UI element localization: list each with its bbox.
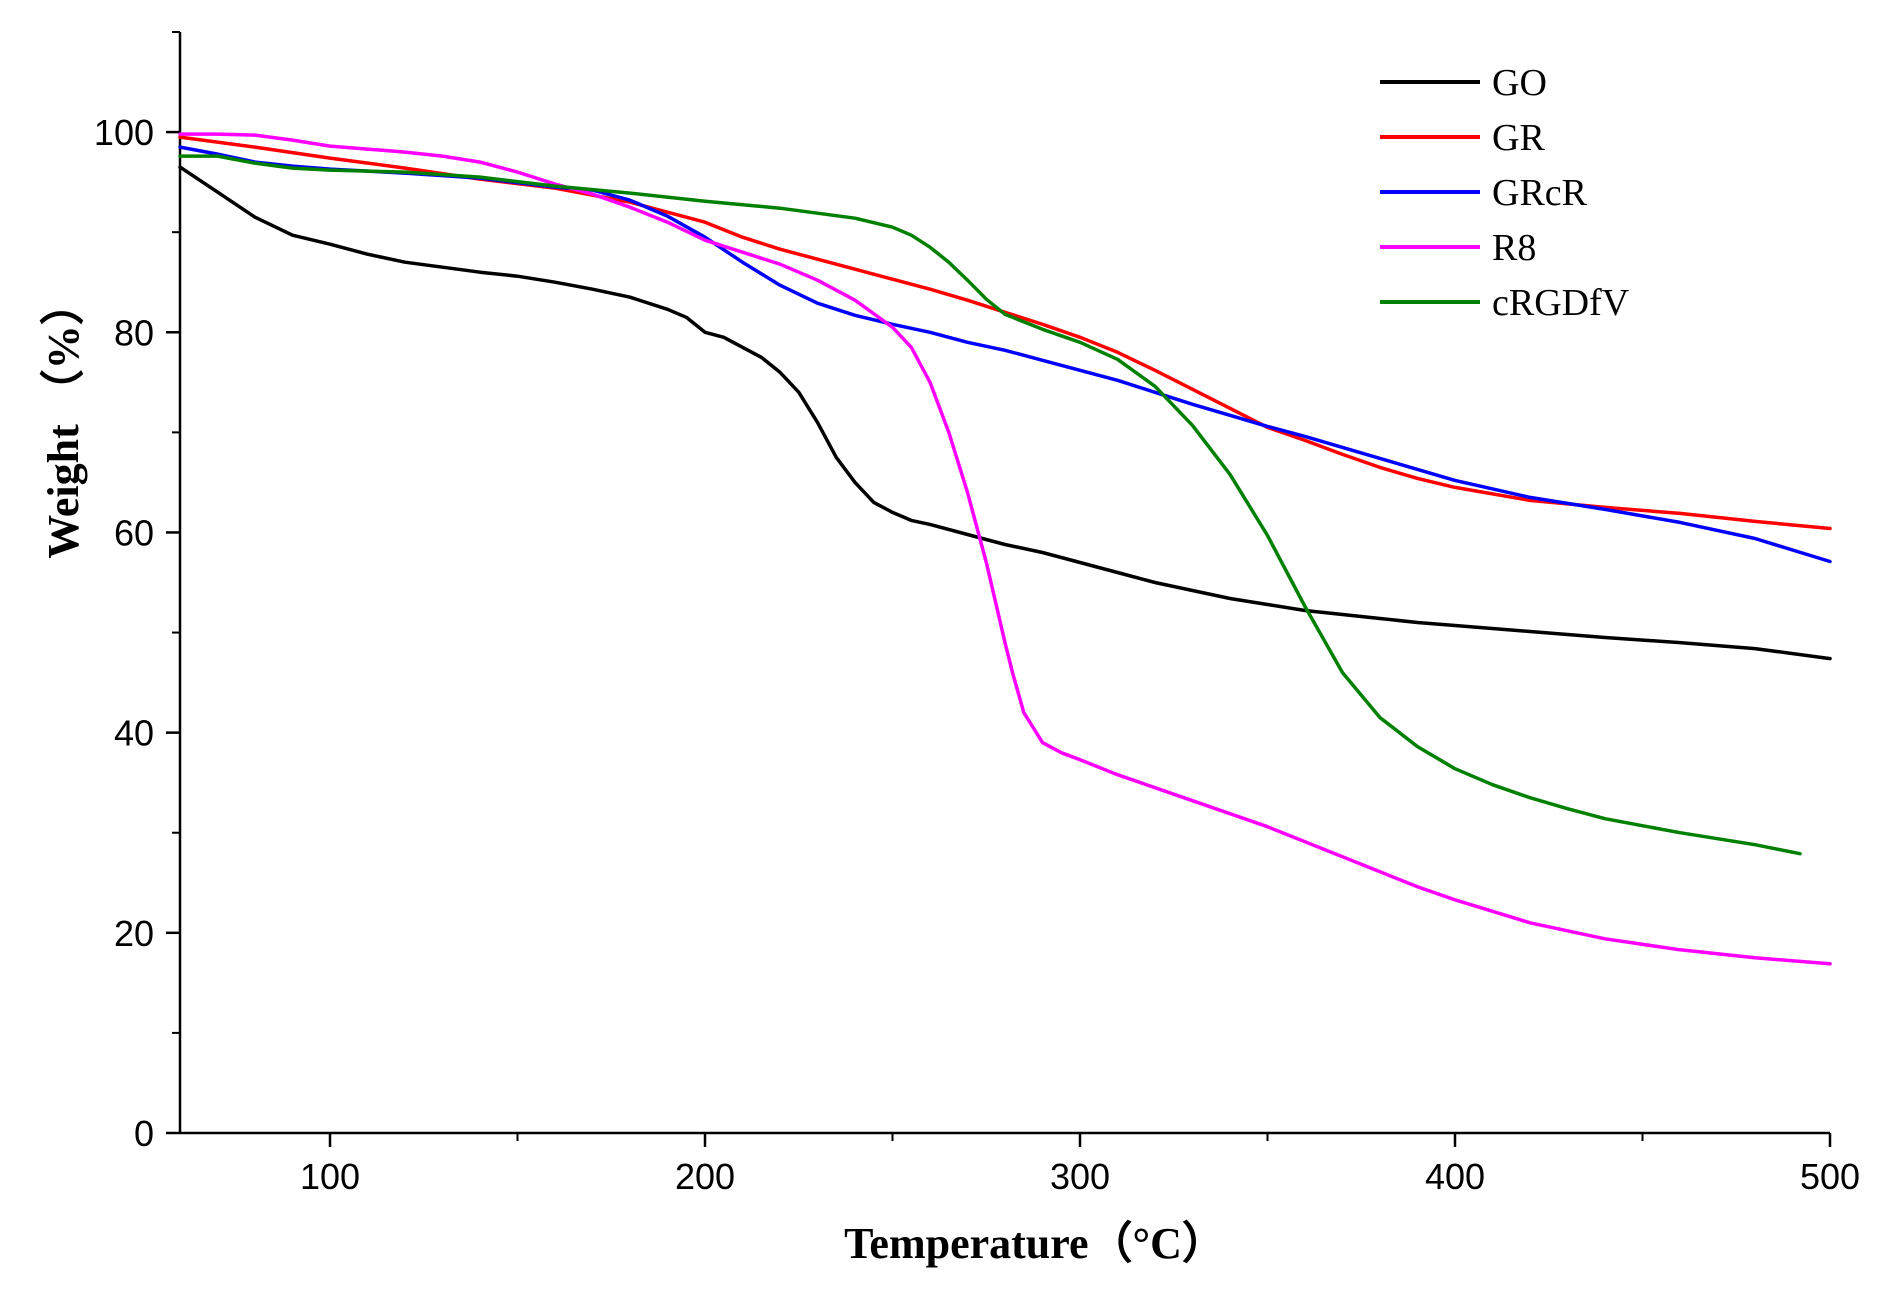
- x-tick-label: 300: [1050, 1156, 1110, 1197]
- series-line-r8: [178, 132, 1832, 966]
- legend: GO GR GRcR R8 cRGDfV: [1380, 62, 1630, 324]
- y-tick-label: 40: [114, 713, 154, 754]
- x-tick-label: 400: [1425, 1156, 1485, 1197]
- legend-label-crgdfv: cRGDfV: [1492, 282, 1630, 324]
- x-tick-label: 200: [675, 1156, 735, 1197]
- x-tick-label: 100: [300, 1156, 360, 1197]
- y-tick-label: 60: [114, 512, 154, 553]
- y-tick-label: 80: [114, 312, 154, 353]
- x-tick-label: 500: [1800, 1156, 1860, 1197]
- axes: 100 200 300 400 500 0 20 40 60 80 100: [94, 31, 1860, 1197]
- series-line-go: [178, 165, 1832, 661]
- legend-label-go: GO: [1492, 62, 1547, 104]
- y-tick-label: 20: [114, 913, 154, 954]
- series-line-crgdfv: [178, 154, 1802, 856]
- y-tick-label: 100: [94, 112, 154, 153]
- legend-label-r8: R8: [1492, 227, 1536, 269]
- legend-label-gr: GR: [1492, 117, 1545, 159]
- series-layer: [178, 132, 1832, 966]
- y-tick-label: 0: [134, 1113, 154, 1154]
- y-axis-title: Weight （%）: [39, 281, 88, 558]
- legend-label-grcr: GRcR: [1492, 172, 1588, 214]
- x-axis-title: Temperature（°C）: [844, 1219, 1226, 1268]
